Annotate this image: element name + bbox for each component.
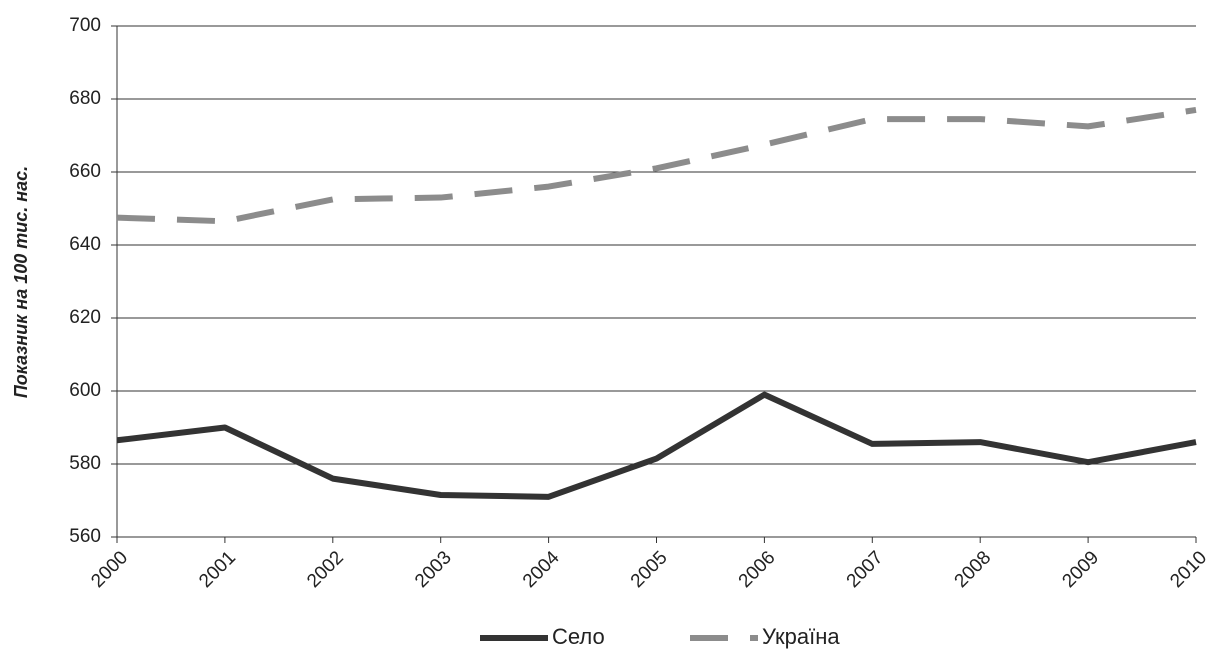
y-tick-label: 620 [69,307,101,328]
y-tick-label: 680 [69,88,101,109]
legend-label: Україна [762,624,840,649]
x-tick-label: 2007 [843,547,888,592]
y-tick-label: 580 [69,453,101,474]
x-tick-label: 2008 [951,547,996,592]
x-tick-label: 2009 [1058,547,1103,592]
y-tick-label: 700 [69,15,101,36]
y-tick-label: 600 [69,380,101,401]
y-tick-label: 640 [69,234,101,255]
x-tick-label: 2010 [1166,547,1206,592]
x-tick-label: 2001 [195,547,240,592]
x-tick-label: 2004 [519,547,564,592]
x-tick-label: 2003 [411,547,456,592]
x-tick-label: 2000 [87,547,132,592]
x-tick-label: 2002 [303,547,348,592]
legend-label: Село [552,624,605,649]
y-axis-label: Показник на 100 тис. нас. [11,166,31,398]
y-tick-label: 660 [69,161,101,182]
series-line [116,106,1197,225]
x-tick-label: 2006 [735,547,780,592]
x-tick-label: 2005 [627,547,672,592]
y-tick-label: 560 [69,526,101,547]
series-line [116,391,1197,500]
